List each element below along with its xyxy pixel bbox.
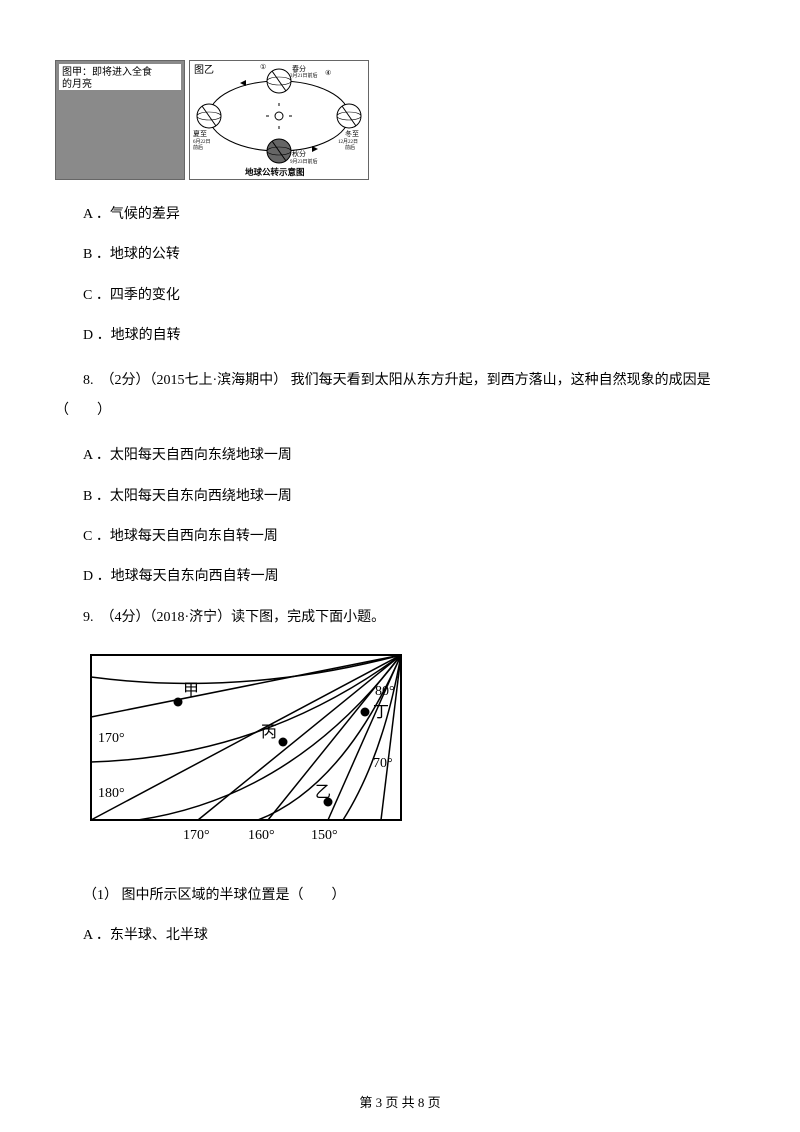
q7-option-d: D ．地球的自转 (55, 325, 745, 347)
svg-text:丁: 丁 (373, 704, 389, 721)
page-footer: 第 3 页 共 8 页 (0, 1093, 800, 1114)
svg-text:秋分: 秋分 (292, 149, 306, 158)
q8-stem: 8. （2分）（2015七上·滨海期中） 我们每天看到太阳从东方升起，到西方落山… (27, 366, 745, 428)
figure-moon: 图甲：即将进入全食 的月亮 (55, 60, 185, 180)
globe-left (197, 104, 221, 128)
q8-option-d: D ．地球每天自东向西自转一周 (55, 566, 745, 588)
q8-option-b: B ．太阳每天自东向西绕地球一周 (55, 486, 745, 508)
globe-bottom (267, 139, 291, 163)
figure-map: 甲 丙 丁 乙 80° 70° 170° 180° 170° 160° 150° (83, 647, 745, 860)
svg-text:170°: 170° (183, 828, 210, 843)
svg-text:9月23日前后: 9月23日前后 (290, 158, 318, 165)
svg-text:④: ④ (325, 69, 331, 77)
svg-text:冬至: 冬至 (345, 129, 359, 138)
moon-caption-1: 图甲：即将进入全食 (62, 65, 152, 78)
svg-text:前后: 前后 (345, 144, 355, 151)
svg-text:前后: 前后 (193, 144, 203, 151)
svg-text:150°: 150° (311, 828, 338, 843)
svg-text:160°: 160° (248, 828, 275, 843)
q9-sub1: （1） 图中所示区域的半球位置是（ ） (55, 885, 745, 907)
q8-option-c: C ．地球每天自西向东自转一周 (55, 526, 745, 548)
globe-right (337, 104, 361, 128)
svg-text:12月22日: 12月22日 (338, 139, 358, 145)
moon-caption-2: 的月亮 (62, 77, 92, 90)
svg-text:80°: 80° (375, 684, 395, 699)
svg-text:乙: 乙 (315, 784, 331, 801)
q8-option-a: A ．太阳每天自西向东绕地球一周 (55, 445, 745, 467)
orbit-caption: 图乙 (194, 64, 214, 76)
svg-text:70°: 70° (373, 756, 393, 771)
globe-top (267, 69, 291, 93)
svg-text:丙: 丙 (261, 724, 277, 741)
q9-sub1-option-a: A ．东半球、北半球 (55, 925, 745, 947)
svg-text:180°: 180° (98, 786, 125, 801)
q7-option-a: A ．气候的差异 (55, 204, 745, 226)
q7-option-b: B ．地球的公转 (55, 244, 745, 266)
svg-text:地球公转示意图: 地球公转示意图 (245, 167, 305, 177)
svg-text:夏至: 夏至 (193, 130, 207, 138)
svg-text:春分: 春分 (292, 64, 306, 73)
q7-option-c: C ．四季的变化 (55, 285, 745, 307)
svg-text:6月22日: 6月22日 (193, 139, 211, 145)
figure-row-top: 图甲：即将进入全食 的月亮 图乙 (55, 60, 745, 180)
figure-orbit: 图乙 (189, 60, 369, 180)
svg-text:3月21日前后: 3月21日前后 (290, 72, 318, 79)
q9-stem: 9. （4分）（2018·济宁）读下图，完成下面小题。 (27, 607, 745, 629)
svg-text:甲: 甲 (183, 682, 199, 699)
svg-text:170°: 170° (98, 731, 125, 746)
svg-text:①: ① (260, 63, 266, 71)
